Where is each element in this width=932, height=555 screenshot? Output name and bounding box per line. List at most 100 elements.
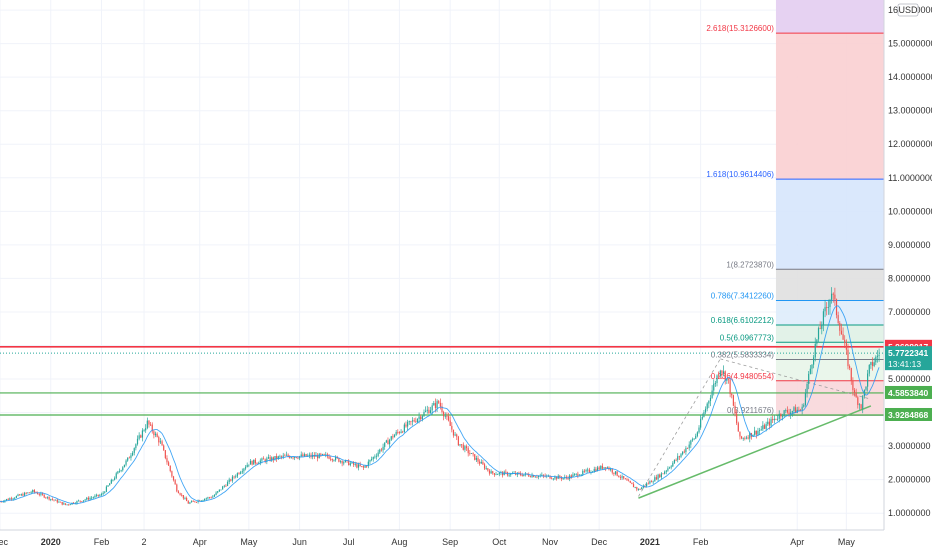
time-tick-label: Jul [343, 537, 355, 547]
candle-body [215, 492, 217, 495]
candle-body [438, 401, 440, 403]
candle-body [408, 421, 410, 422]
candle-body [120, 470, 122, 471]
candle-body [585, 470, 587, 472]
candle-body [575, 473, 577, 475]
candle-body [855, 393, 857, 398]
candle-body [339, 460, 342, 462]
candle-body [407, 421, 409, 427]
candle-body [758, 430, 761, 432]
candle-body [225, 485, 227, 487]
candle-body [603, 467, 605, 469]
time-tick-label: Jun [292, 537, 307, 547]
candle-body [249, 460, 252, 465]
candle-body [429, 410, 432, 414]
candle-body [110, 479, 112, 484]
candle-body [680, 454, 682, 457]
price-tick-label: 11.0000000 [888, 173, 932, 183]
candle-body [55, 499, 57, 501]
candle-body [847, 349, 849, 367]
candle-body [428, 409, 430, 414]
candle-body [28, 492, 31, 494]
fib-level-label: 0.618(6.6102212) [711, 316, 775, 325]
moving-average-line [0, 305, 880, 505]
candle-body [706, 403, 708, 409]
candle-body [236, 473, 238, 477]
candle-body [284, 455, 286, 457]
candle-body [831, 293, 833, 300]
candle-body [649, 481, 651, 484]
candle-body [259, 460, 261, 464]
candle-body [274, 456, 276, 460]
candle-body [709, 397, 712, 401]
price-tick-label: 12.0000000 [888, 139, 932, 149]
candle-body [217, 491, 219, 493]
support-trendline [638, 405, 872, 499]
candle-body [829, 299, 831, 308]
candle-body [601, 465, 604, 469]
candle-body [104, 491, 106, 493]
candle-body [798, 409, 800, 411]
candle-body [233, 476, 235, 478]
candle-body [472, 453, 474, 455]
candle-body [480, 461, 482, 464]
candle-body [803, 404, 805, 407]
candle-body [151, 424, 153, 432]
candle-body [690, 440, 692, 445]
candle-body [647, 483, 649, 485]
candle-body [248, 464, 250, 466]
candle-body [192, 501, 194, 502]
time-tick-label: 2021 [640, 537, 660, 547]
candle-body [714, 383, 716, 384]
candle-body [600, 465, 602, 470]
candle-body [721, 370, 723, 374]
candle-body [343, 462, 345, 464]
candle-body [264, 459, 266, 462]
candle-body [470, 453, 473, 454]
candle-body [708, 400, 710, 404]
candle-body [490, 471, 492, 474]
candle-body [857, 397, 859, 405]
candle-body [610, 469, 612, 470]
candle-body [9, 498, 11, 500]
candle-body [174, 480, 176, 485]
candle-body [357, 464, 360, 468]
candle-body [565, 476, 568, 478]
candle-body [267, 457, 270, 459]
grid [0, 0, 884, 530]
candle-body [657, 474, 659, 480]
candle-body [38, 494, 40, 496]
time-tick-label: 2 [142, 537, 147, 547]
candle-body [297, 457, 299, 459]
candle-body [554, 476, 556, 479]
price-badge-label: 4.5853840 [888, 388, 928, 398]
candle-body [719, 370, 721, 376]
candle-body [43, 494, 45, 498]
candle-body [402, 431, 404, 433]
candle-body [804, 393, 807, 405]
fib-level-label: 0(3.9211676) [727, 406, 774, 415]
candle-body [510, 473, 512, 475]
candle-body [739, 431, 741, 437]
candle-body [832, 293, 834, 295]
candle-body [48, 496, 50, 500]
candle-body [79, 500, 81, 502]
time-tick-label: Dec [0, 537, 8, 547]
countdown-label: 13:41:13 [888, 359, 921, 369]
candle-body [289, 456, 291, 458]
candle-body [82, 500, 85, 502]
candle-body [397, 431, 399, 433]
candle-body [873, 362, 875, 366]
candle-body [331, 459, 333, 461]
candle-body [226, 482, 229, 486]
candle-body [475, 458, 477, 460]
candle-body [695, 435, 697, 439]
candle-body [570, 475, 572, 478]
candle-body [852, 380, 854, 391]
candle-body [533, 475, 535, 478]
candle-body [531, 475, 533, 478]
candle-body [308, 454, 310, 456]
candle-body [434, 403, 437, 409]
candle-body [501, 472, 504, 476]
fib-zone-top [775, 0, 884, 34]
